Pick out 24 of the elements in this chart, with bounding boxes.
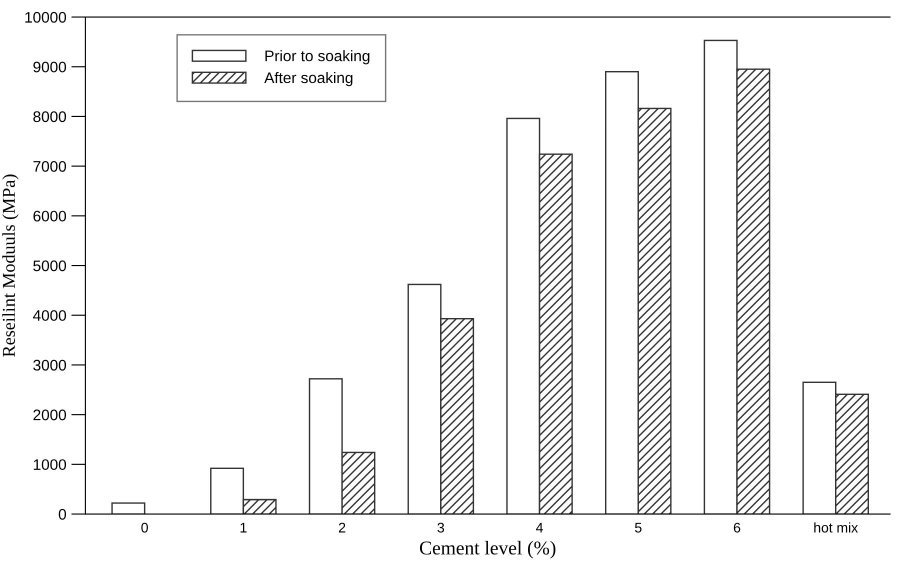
x-tick-label: 3 xyxy=(437,522,444,533)
y-tick-label: 0 xyxy=(58,508,66,520)
y-tick-label: 5000 xyxy=(33,260,66,272)
legend-label: Prior to soaking xyxy=(265,50,370,64)
x-tick-label: 2 xyxy=(338,522,346,532)
y-tick-label: 7000 xyxy=(33,161,66,172)
x-tick-label: 0 xyxy=(141,522,148,533)
y-tick-label: 8000 xyxy=(33,111,66,122)
bar xyxy=(111,502,146,514)
y-tick-label: 10000 xyxy=(25,12,66,23)
y-tick-label: 6000 xyxy=(33,210,66,222)
x-tick-label: 5 xyxy=(634,522,642,533)
x-tick-label: 1 xyxy=(240,522,247,532)
x-axis-title: Cement level (%) xyxy=(420,540,556,559)
y-tick-label: 4000 xyxy=(33,310,66,321)
x-tick-label: 6 xyxy=(734,522,740,533)
y-tick-label: 1000 xyxy=(34,459,66,470)
y-axis-title: Reseilint Moduuls (MPa) xyxy=(2,174,19,357)
y-tick-label: 3000 xyxy=(33,360,66,371)
y-tick-label: 9000 xyxy=(33,62,66,72)
y-tick-label: 2000 xyxy=(33,410,66,420)
x-tick-label: hot mix xyxy=(814,522,858,533)
legend-label: After soaking xyxy=(264,72,352,86)
x-tick-label: 4 xyxy=(536,522,543,532)
